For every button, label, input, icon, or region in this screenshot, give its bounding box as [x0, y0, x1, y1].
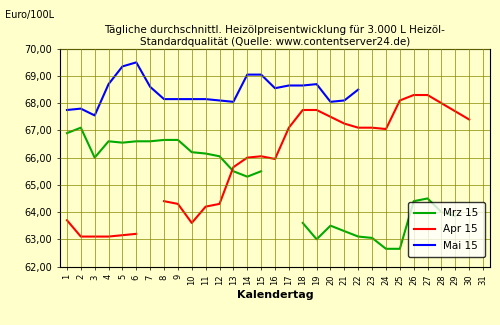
Mai 15 [202, 97, 208, 101]
Mrz 15 [230, 169, 236, 173]
Apr 15 [134, 232, 140, 236]
Apr 15 [64, 218, 70, 222]
Mai 15 [244, 73, 250, 77]
Apr 15 [78, 235, 84, 239]
Mai 15 [342, 98, 347, 102]
Mrz 15 [161, 138, 167, 142]
Mrz 15 [216, 154, 222, 158]
Mrz 15 [147, 139, 153, 143]
Mrz 15 [78, 126, 84, 130]
Mai 15 [161, 97, 167, 101]
X-axis label: Kalendertag: Kalendertag [236, 290, 314, 300]
Line: Apr 15: Apr 15 [67, 220, 136, 237]
Title: Tägliche durchschnittl. Heizölpreisentwicklung für 3.000 L Heizöl-
Standardquali: Tägliche durchschnittl. Heizölpreisentwi… [104, 25, 446, 46]
Mai 15 [189, 97, 195, 101]
Mrz 15 [244, 175, 250, 179]
Mai 15 [147, 85, 153, 89]
Legend: Mrz 15, Apr 15, Mai 15: Mrz 15, Apr 15, Mai 15 [408, 202, 485, 257]
Mai 15 [328, 100, 334, 104]
Mai 15 [286, 84, 292, 87]
Mrz 15 [175, 138, 181, 142]
Mai 15 [106, 82, 112, 86]
Mai 15 [92, 113, 98, 117]
Mrz 15 [106, 139, 112, 143]
Mai 15 [175, 97, 181, 101]
Apr 15 [92, 235, 98, 239]
Line: Mai 15: Mai 15 [67, 62, 358, 115]
Apr 15 [120, 233, 126, 237]
Mrz 15 [258, 169, 264, 173]
Mrz 15 [64, 131, 70, 135]
Mai 15 [355, 88, 361, 92]
Mai 15 [314, 82, 320, 86]
Apr 15 [106, 235, 112, 239]
Mai 15 [258, 73, 264, 77]
Mai 15 [272, 86, 278, 90]
Mrz 15 [134, 139, 140, 143]
Mrz 15 [202, 151, 208, 155]
Mai 15 [230, 100, 236, 104]
Mai 15 [300, 84, 306, 87]
Line: Mrz 15: Mrz 15 [67, 128, 261, 177]
Mrz 15 [92, 156, 98, 160]
Mai 15 [64, 108, 70, 112]
Mai 15 [120, 64, 126, 68]
Mrz 15 [120, 141, 126, 145]
Mrz 15 [189, 150, 195, 154]
Text: Euro/100L: Euro/100L [5, 10, 54, 20]
Mai 15 [216, 98, 222, 102]
Mai 15 [78, 107, 84, 111]
Mai 15 [134, 60, 140, 64]
